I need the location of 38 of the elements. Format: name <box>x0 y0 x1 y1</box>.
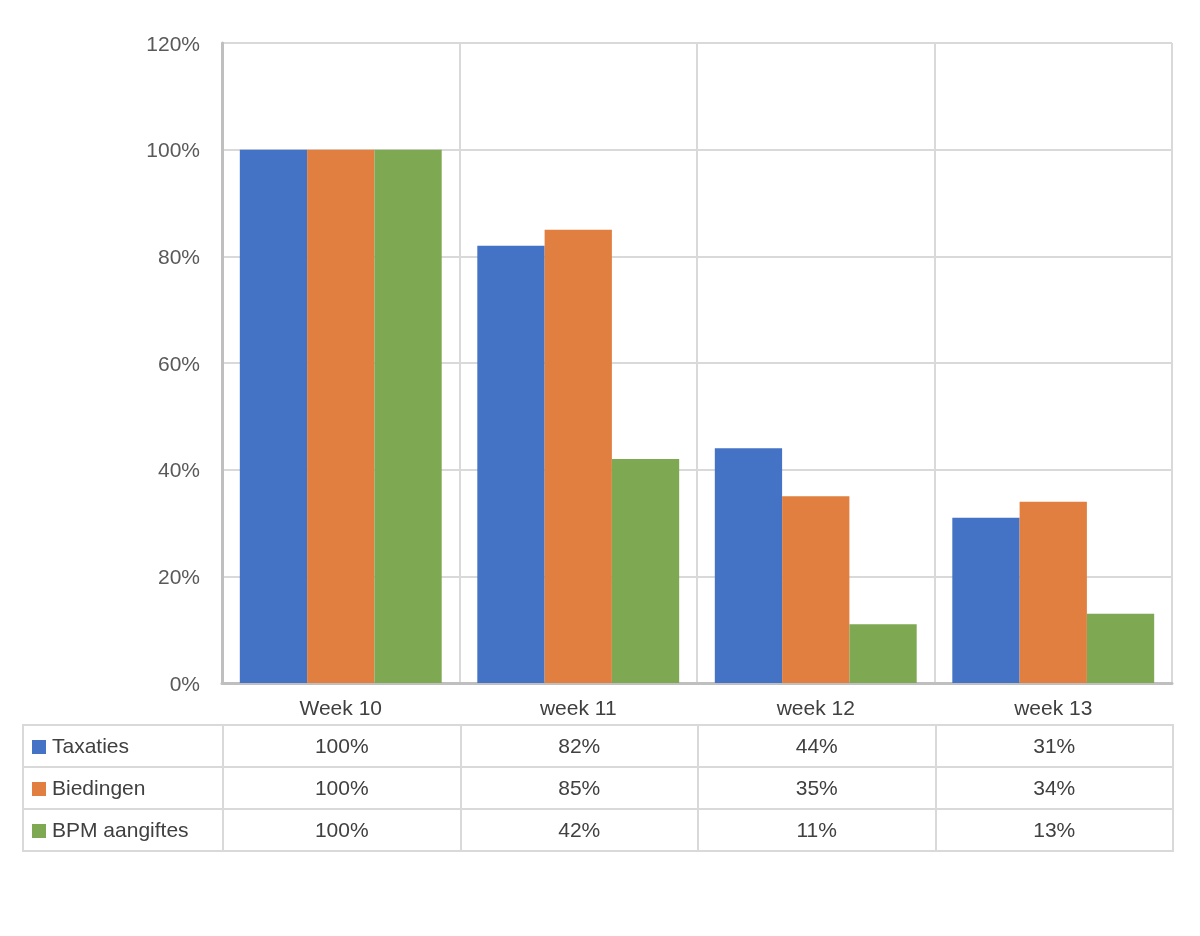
bar <box>239 149 308 683</box>
bar <box>1086 613 1155 683</box>
x-tick-label: week 11 <box>538 696 617 719</box>
x-tick-label: week 13 <box>1013 696 1093 719</box>
x-tick-label: week 12 <box>775 696 855 719</box>
bar <box>849 624 917 683</box>
bar <box>952 517 1020 683</box>
data-label: 100% <box>223 767 461 809</box>
y-tick-label: 100% <box>146 138 200 162</box>
y-tick-label: 0% <box>169 671 200 695</box>
y-tick-label: 80% <box>157 244 200 268</box>
data-label: 82% <box>460 725 698 767</box>
data-label: 44% <box>698 725 936 767</box>
bar <box>307 149 375 683</box>
data-label: 35% <box>698 767 936 809</box>
legend-label: Taxaties <box>52 734 130 758</box>
data-label: 11% <box>698 809 936 851</box>
data-label: 34% <box>935 767 1173 809</box>
data-label: 85% <box>460 767 698 809</box>
y-tick-label: 20% <box>157 564 200 588</box>
bar <box>544 229 612 683</box>
x-tick-label: Week 10 <box>299 696 382 719</box>
legend-label: Biedingen <box>52 776 146 800</box>
data-label: 100% <box>223 809 461 851</box>
bar <box>477 245 545 683</box>
data-label: 13% <box>935 809 1173 851</box>
data-label: 100% <box>223 725 461 767</box>
y-tick-label: 120% <box>146 31 200 55</box>
y-tick-label: 60% <box>157 351 200 375</box>
data-label: 31% <box>935 725 1173 767</box>
bar <box>1019 501 1087 683</box>
bar <box>374 149 442 683</box>
bar <box>611 459 680 683</box>
legend-label: BPM aangiftes <box>52 818 189 842</box>
y-tick-label: 40% <box>157 458 200 482</box>
bar <box>782 496 850 683</box>
data-label: 42% <box>460 809 698 851</box>
bar <box>714 448 783 683</box>
